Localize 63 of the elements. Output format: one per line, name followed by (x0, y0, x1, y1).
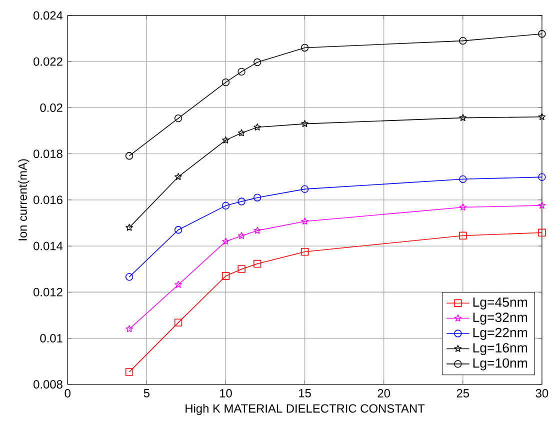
point (238, 129, 246, 136)
point (238, 68, 246, 76)
point (238, 232, 246, 240)
legend-label: Lg=16nm (473, 343, 528, 356)
x-tick-label: 0 (64, 389, 70, 398)
point (174, 173, 182, 180)
point (538, 202, 546, 209)
point (222, 238, 230, 245)
point (238, 265, 246, 274)
legend-label: Lg=10nm (473, 358, 528, 371)
point (222, 272, 230, 280)
point (174, 318, 182, 327)
x-axis-title: High K MATERIAL DIELECTRIC CONSTANT (186, 404, 425, 416)
x-tick-label: 5 (144, 389, 150, 398)
x-tick-label: 25 (456, 389, 470, 398)
point (459, 204, 467, 211)
point (222, 202, 230, 210)
y-tick-label: 0.008 (34, 380, 62, 389)
point (459, 176, 467, 184)
point (301, 120, 308, 128)
y-tick-label: 0.018 (34, 150, 62, 158)
legend-label: Lg=32nm (473, 312, 528, 325)
point (174, 281, 182, 288)
x-tick-label: 20 (378, 389, 390, 398)
point (538, 30, 546, 38)
y-tick-label: 0.012 (34, 288, 62, 297)
point (125, 368, 134, 376)
point (254, 260, 262, 268)
point (174, 114, 182, 122)
point (254, 124, 262, 131)
y-tick-label: 0.024 (34, 11, 63, 20)
y-tick-label: 0.01 (40, 334, 62, 343)
point (126, 224, 133, 231)
point (301, 218, 308, 225)
x-tick-label: 30 (536, 389, 548, 398)
legend-label: Lg=45nm (473, 298, 528, 310)
y-tick-label: 0.016 (34, 196, 62, 204)
point (254, 226, 262, 234)
point (254, 194, 262, 202)
x-tick-label: 10 (220, 389, 232, 398)
point (126, 325, 133, 332)
point (538, 173, 546, 182)
point (125, 273, 134, 281)
point (300, 185, 309, 194)
point (300, 44, 309, 52)
x-tick-label: 15 (299, 389, 311, 398)
point (238, 198, 246, 206)
y-tick-label: 0.022 (34, 58, 62, 66)
y-tick-label: 0.014 (34, 242, 63, 250)
y-axis-title: Ion current(mA) (18, 159, 30, 240)
point (222, 78, 230, 86)
point (125, 152, 134, 160)
point (538, 113, 546, 120)
point (222, 136, 230, 144)
point (254, 58, 262, 66)
point (459, 114, 467, 122)
point (459, 232, 467, 240)
point (174, 226, 182, 234)
point (300, 248, 309, 256)
legend-label: Lg=22nm (473, 328, 528, 340)
point (538, 229, 546, 237)
point (459, 37, 467, 45)
y-tick-label: 0.02 (40, 104, 62, 112)
